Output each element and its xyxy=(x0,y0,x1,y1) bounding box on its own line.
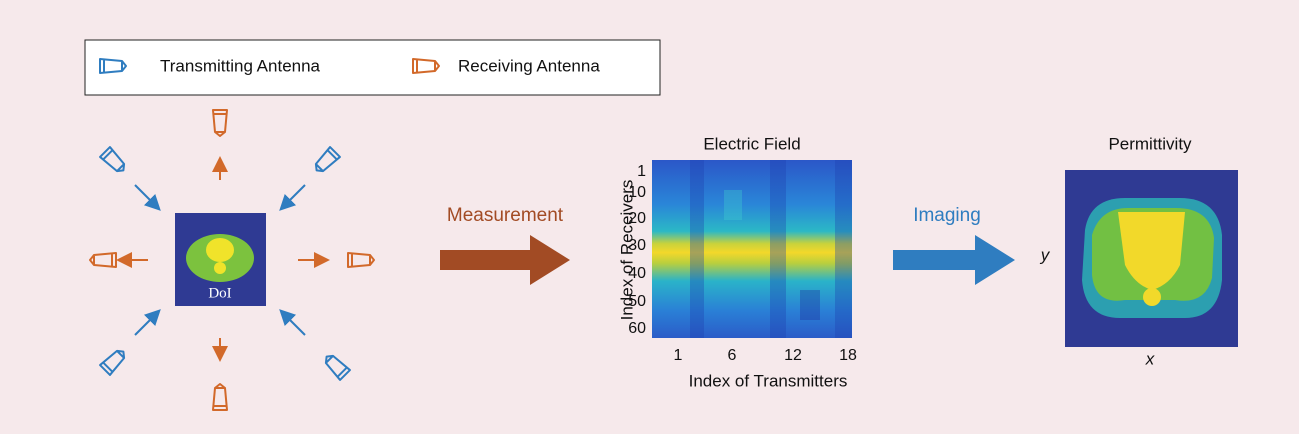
y-axis-label: y xyxy=(1040,245,1051,264)
y-tick-label: 50 xyxy=(628,293,646,310)
doi-label: DoI xyxy=(208,285,231,301)
chart-title: Permittivity xyxy=(1108,134,1192,153)
heatmap-texture xyxy=(690,160,852,338)
arrow xyxy=(893,235,1015,285)
y-tick-label: 1 xyxy=(637,163,646,180)
x-tick-label: 6 xyxy=(728,347,737,364)
legend-text: Receiving Antenna xyxy=(458,56,600,75)
y-tick-label: 60 xyxy=(628,320,646,337)
doi-core xyxy=(206,238,234,262)
arrow xyxy=(440,235,570,285)
y-tick-label: 10 xyxy=(628,184,646,201)
permittivity-core xyxy=(1118,212,1185,290)
x-axis-label: Index of Transmitters xyxy=(689,371,848,390)
y-tick-label: 40 xyxy=(628,265,646,282)
y-tick-label: 30 xyxy=(628,237,646,254)
x-tick-label: 12 xyxy=(784,347,802,364)
doi-core xyxy=(214,262,226,274)
permittivity-core xyxy=(1143,288,1161,306)
chart-title: Electric Field xyxy=(703,134,800,153)
imaging-label: Imaging xyxy=(913,205,981,226)
y-tick-label: 20 xyxy=(628,210,646,227)
x-axis-label: x xyxy=(1145,349,1155,368)
x-tick-label: 1 xyxy=(674,347,683,364)
legend-box xyxy=(84,39,661,96)
measurement-label: Measurement xyxy=(447,205,564,226)
y-axis-label: Index of Receivers xyxy=(617,180,636,321)
x-tick-label: 18 xyxy=(839,347,857,364)
antenna-array xyxy=(89,109,375,411)
heatmap xyxy=(652,160,852,338)
legend-text: Transmitting Antenna xyxy=(160,56,321,75)
